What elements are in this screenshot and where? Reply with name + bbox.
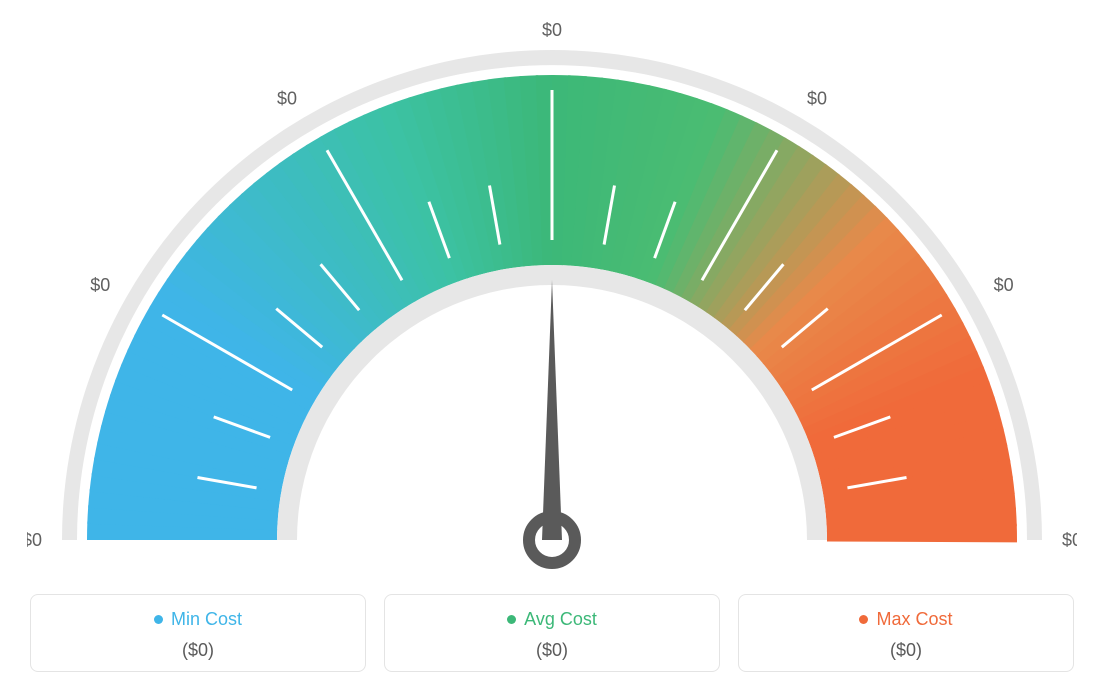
gauge-needle (542, 280, 562, 540)
legend-label-max: Max Cost (876, 609, 952, 630)
gauge-tick-label: $0 (1062, 530, 1077, 550)
legend-title-max: Max Cost (859, 609, 952, 630)
legend-row: Min Cost ($0) Avg Cost ($0) Max Cost ($0… (30, 594, 1074, 672)
legend-dot-min (154, 615, 163, 624)
legend-value-min: ($0) (41, 640, 355, 661)
legend-card-avg: Avg Cost ($0) (384, 594, 720, 672)
gauge-tick-label: $0 (994, 275, 1014, 295)
legend-label-min: Min Cost (171, 609, 242, 630)
legend-value-max: ($0) (749, 640, 1063, 661)
legend-label-avg: Avg Cost (524, 609, 597, 630)
legend-value-avg: ($0) (395, 640, 709, 661)
gauge-chart: $0 $0 $0 $0 $0 $0 $0 (27, 20, 1077, 560)
legend-title-avg: Avg Cost (507, 609, 597, 630)
legend-dot-max (859, 615, 868, 624)
gauge-tick-label: $0 (542, 20, 562, 40)
gauge-tick-label: $0 (27, 530, 42, 550)
gauge-tick-label: $0 (807, 88, 827, 108)
legend-title-min: Min Cost (154, 609, 242, 630)
gauge-svg: $0 $0 $0 $0 $0 $0 $0 (27, 20, 1077, 580)
legend-card-min: Min Cost ($0) (30, 594, 366, 672)
gauge-tick-label: $0 (277, 88, 297, 108)
legend-card-max: Max Cost ($0) (738, 594, 1074, 672)
legend-dot-avg (507, 615, 516, 624)
gauge-tick-label: $0 (90, 275, 110, 295)
